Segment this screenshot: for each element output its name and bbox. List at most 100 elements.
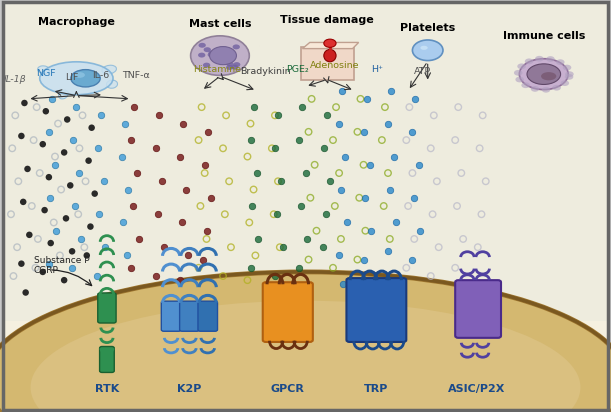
- Circle shape: [560, 80, 569, 86]
- Point: [126, 265, 136, 271]
- Point: [122, 252, 132, 259]
- Point: [218, 273, 228, 279]
- Point: [246, 265, 255, 271]
- Circle shape: [203, 63, 210, 68]
- Ellipse shape: [31, 301, 580, 412]
- Point: [295, 265, 304, 271]
- Point: [353, 129, 362, 135]
- Point: [295, 137, 304, 143]
- Point: [68, 137, 78, 143]
- Point: [325, 178, 335, 185]
- Point: [414, 162, 423, 168]
- Text: RTK: RTK: [95, 384, 119, 394]
- Point: [426, 145, 436, 152]
- Point: [478, 112, 488, 119]
- Point: [428, 211, 437, 218]
- Point: [38, 141, 48, 147]
- Point: [70, 203, 79, 209]
- Ellipse shape: [40, 62, 113, 95]
- Point: [119, 219, 128, 226]
- Point: [153, 211, 163, 218]
- Point: [426, 273, 436, 279]
- Point: [120, 120, 130, 127]
- Point: [31, 265, 40, 271]
- FancyBboxPatch shape: [455, 280, 501, 338]
- Point: [450, 137, 460, 143]
- Point: [7, 145, 17, 152]
- Point: [24, 232, 34, 238]
- Point: [92, 273, 101, 279]
- Point: [246, 120, 255, 127]
- Polygon shape: [302, 42, 359, 49]
- Point: [44, 260, 54, 267]
- Point: [272, 211, 282, 218]
- Circle shape: [563, 65, 571, 70]
- Point: [76, 236, 86, 242]
- Ellipse shape: [527, 64, 561, 84]
- Text: ATP: ATP: [414, 67, 431, 76]
- Point: [220, 211, 230, 218]
- Ellipse shape: [541, 72, 557, 80]
- Point: [334, 252, 344, 259]
- Point: [78, 112, 87, 119]
- Point: [353, 256, 362, 263]
- Point: [354, 194, 364, 201]
- Point: [408, 170, 417, 176]
- Point: [452, 203, 462, 209]
- Point: [151, 273, 161, 279]
- Circle shape: [199, 43, 206, 48]
- Point: [386, 87, 396, 94]
- Ellipse shape: [38, 66, 49, 73]
- Point: [154, 112, 164, 119]
- Point: [475, 145, 485, 152]
- Point: [415, 227, 425, 234]
- Point: [33, 236, 43, 242]
- Point: [302, 236, 312, 242]
- Point: [59, 277, 69, 283]
- Text: GPCR: GPCR: [270, 384, 304, 394]
- Point: [318, 244, 327, 250]
- Point: [202, 227, 211, 234]
- Point: [328, 137, 338, 143]
- Point: [331, 104, 341, 110]
- Ellipse shape: [0, 272, 611, 412]
- Point: [243, 153, 252, 160]
- Point: [82, 252, 92, 259]
- Ellipse shape: [519, 59, 568, 90]
- Point: [450, 265, 460, 271]
- Point: [46, 240, 56, 246]
- Point: [202, 236, 211, 242]
- Point: [35, 170, 45, 176]
- Text: IL-6: IL-6: [92, 71, 109, 80]
- Text: Mast cells: Mast cells: [189, 19, 251, 29]
- Circle shape: [208, 52, 215, 57]
- Point: [275, 244, 285, 250]
- Point: [196, 203, 205, 209]
- Point: [304, 256, 313, 263]
- Point: [379, 203, 389, 209]
- Point: [130, 104, 139, 110]
- Point: [429, 112, 439, 119]
- Point: [203, 129, 213, 135]
- Circle shape: [565, 71, 574, 77]
- Point: [328, 265, 338, 271]
- Point: [96, 112, 106, 119]
- Point: [269, 211, 279, 218]
- Point: [334, 170, 344, 176]
- Point: [79, 244, 89, 250]
- Point: [21, 289, 31, 296]
- Text: K2P: K2P: [177, 384, 202, 394]
- Point: [51, 227, 61, 234]
- Point: [336, 186, 346, 193]
- Point: [59, 149, 69, 156]
- Ellipse shape: [420, 46, 428, 50]
- FancyBboxPatch shape: [346, 278, 406, 342]
- Point: [224, 178, 234, 185]
- Point: [151, 145, 161, 152]
- FancyBboxPatch shape: [98, 293, 116, 323]
- Point: [44, 129, 54, 135]
- Point: [273, 112, 283, 119]
- Point: [244, 219, 254, 226]
- Circle shape: [552, 85, 561, 91]
- Point: [296, 203, 306, 209]
